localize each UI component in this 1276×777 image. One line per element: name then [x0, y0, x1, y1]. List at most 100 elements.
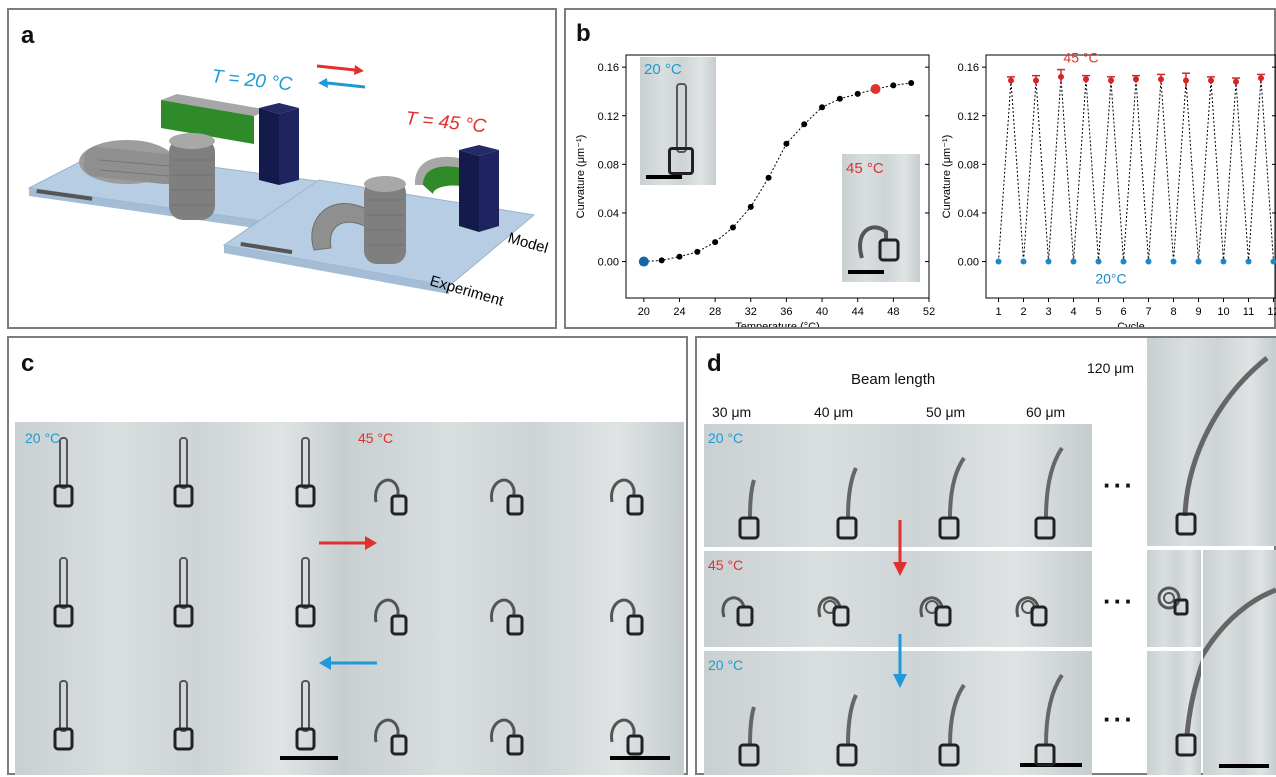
y-tick-label: 0.12 — [958, 111, 979, 123]
hot-point — [1233, 79, 1239, 85]
x-tick-label: 7 — [1145, 306, 1151, 318]
hot-point — [1033, 78, 1039, 84]
x-tick-label: 10 — [1217, 306, 1229, 318]
panel-c: c 20 °C 45 °C — [7, 336, 688, 775]
inset-hot-image: 45 °C — [842, 154, 920, 282]
x-tick-label: 2 — [1020, 306, 1026, 318]
inset-cold-label: 20 °C — [644, 61, 682, 78]
temperature-point — [837, 96, 843, 102]
temperature-point — [712, 239, 718, 245]
x-tick-label: 28 — [709, 306, 721, 318]
temperature-point — [908, 80, 914, 86]
inset-cold-scalebar — [646, 175, 682, 179]
inset-cold-image: 20 °C — [640, 57, 716, 185]
y-tick-label: 0.00 — [598, 257, 619, 269]
x-tick-label: 3 — [1045, 306, 1051, 318]
y-tick-label: 0.16 — [958, 62, 979, 74]
x-tick-label: 44 — [852, 306, 864, 318]
temperature-point — [694, 249, 700, 255]
panel-c-arrows — [9, 338, 690, 777]
cold-point — [996, 259, 1002, 265]
y-axis-label: Curvature (μm⁻¹) — [575, 135, 587, 219]
cold-point — [1271, 259, 1276, 265]
temperature-point — [819, 104, 825, 110]
cycle-cold-label: 20°C — [1095, 271, 1126, 287]
temperature-point — [659, 257, 665, 263]
cold-point — [1221, 259, 1227, 265]
cold-point — [1246, 259, 1252, 265]
y-tick-label: 0.08 — [958, 159, 979, 171]
temperature-point — [855, 91, 861, 97]
temperature-point — [748, 204, 754, 210]
y-tick-label: 0.04 — [958, 208, 979, 220]
x-axis-label: Temperature (°C) — [735, 321, 819, 327]
hot-point — [1158, 76, 1164, 82]
y-axis-label: Curvature (μm⁻¹) — [941, 135, 953, 219]
temperature-point — [871, 84, 881, 94]
hot-point — [1108, 78, 1114, 84]
x-tick-label: 24 — [673, 306, 685, 318]
panel-a: a — [7, 8, 557, 329]
temperature-point — [676, 254, 682, 260]
x-axis-label: Cycle — [1117, 321, 1145, 327]
y-tick-label: 0.16 — [598, 62, 619, 74]
model-label: Model — [506, 230, 550, 258]
x-tick-label: 8 — [1170, 306, 1176, 318]
y-tick-label: 0.04 — [598, 208, 619, 220]
x-tick-label: 6 — [1120, 306, 1126, 318]
heating-arrow — [317, 66, 355, 70]
experiment-label: Experiment — [428, 273, 506, 310]
cold-point — [1021, 259, 1027, 265]
temp-hot-label: T = 45 °C — [404, 108, 487, 137]
x-tick-label: 9 — [1195, 306, 1201, 318]
x-tick-label: 40 — [816, 306, 828, 318]
inset-cold-beam — [676, 83, 687, 153]
x-tick-label: 4 — [1070, 306, 1076, 318]
temperature-point — [639, 257, 649, 267]
x-tick-label: 12 — [1267, 306, 1276, 318]
cold-point — [1121, 259, 1127, 265]
model-anchor-block-curved — [459, 150, 479, 232]
hot-point — [1008, 78, 1014, 84]
curvature-cycle-chart: 1234567891011120.000.040.080.120.16Cycle… — [936, 10, 1276, 327]
temperature-point — [890, 82, 896, 88]
hot-point — [1083, 76, 1089, 82]
temperature-point — [783, 141, 789, 147]
temp-cold-label: T = 20 °C — [210, 66, 293, 95]
hot-point — [1258, 75, 1264, 81]
cycle-hot-label: 45 °C — [1063, 50, 1098, 66]
experiment-anchor-curved — [364, 180, 406, 264]
cooling-arrow — [327, 83, 365, 87]
hot-point — [1058, 74, 1064, 80]
model-anchor-block — [259, 108, 279, 185]
temperature-point — [766, 175, 772, 181]
x-tick-label: 5 — [1095, 306, 1101, 318]
y-tick-label: 0.08 — [598, 159, 619, 171]
cold-point — [1046, 259, 1052, 265]
hot-point — [1133, 76, 1139, 82]
cold-point — [1146, 259, 1152, 265]
x-tick-label: 1 — [995, 306, 1001, 318]
cold-point — [1171, 259, 1177, 265]
cold-point — [1071, 259, 1077, 265]
x-tick-label: 48 — [887, 306, 899, 318]
temperature-point — [801, 121, 807, 127]
temperature-point — [730, 225, 736, 231]
panel-a-illustration: T = 20 °C T = 45 °C Model Experiment — [9, 10, 555, 327]
cold-point — [1196, 259, 1202, 265]
panel-d-arrows — [697, 338, 1276, 777]
x-tick-label: 32 — [745, 306, 757, 318]
x-tick-label: 52 — [923, 306, 935, 318]
y-tick-label: 0.00 — [958, 257, 979, 269]
inset-cold-anchor — [668, 147, 694, 175]
hot-point — [1183, 78, 1189, 84]
y-tick-label: 0.12 — [598, 111, 619, 123]
inset-hot-beam — [842, 154, 920, 282]
inset-hot-scalebar — [848, 270, 884, 274]
x-tick-label: 36 — [780, 306, 792, 318]
experiment-anchor-straight — [169, 138, 215, 220]
x-tick-label: 20 — [638, 306, 650, 318]
cycle-curve — [999, 77, 1274, 262]
x-tick-label: 11 — [1243, 306, 1254, 318]
